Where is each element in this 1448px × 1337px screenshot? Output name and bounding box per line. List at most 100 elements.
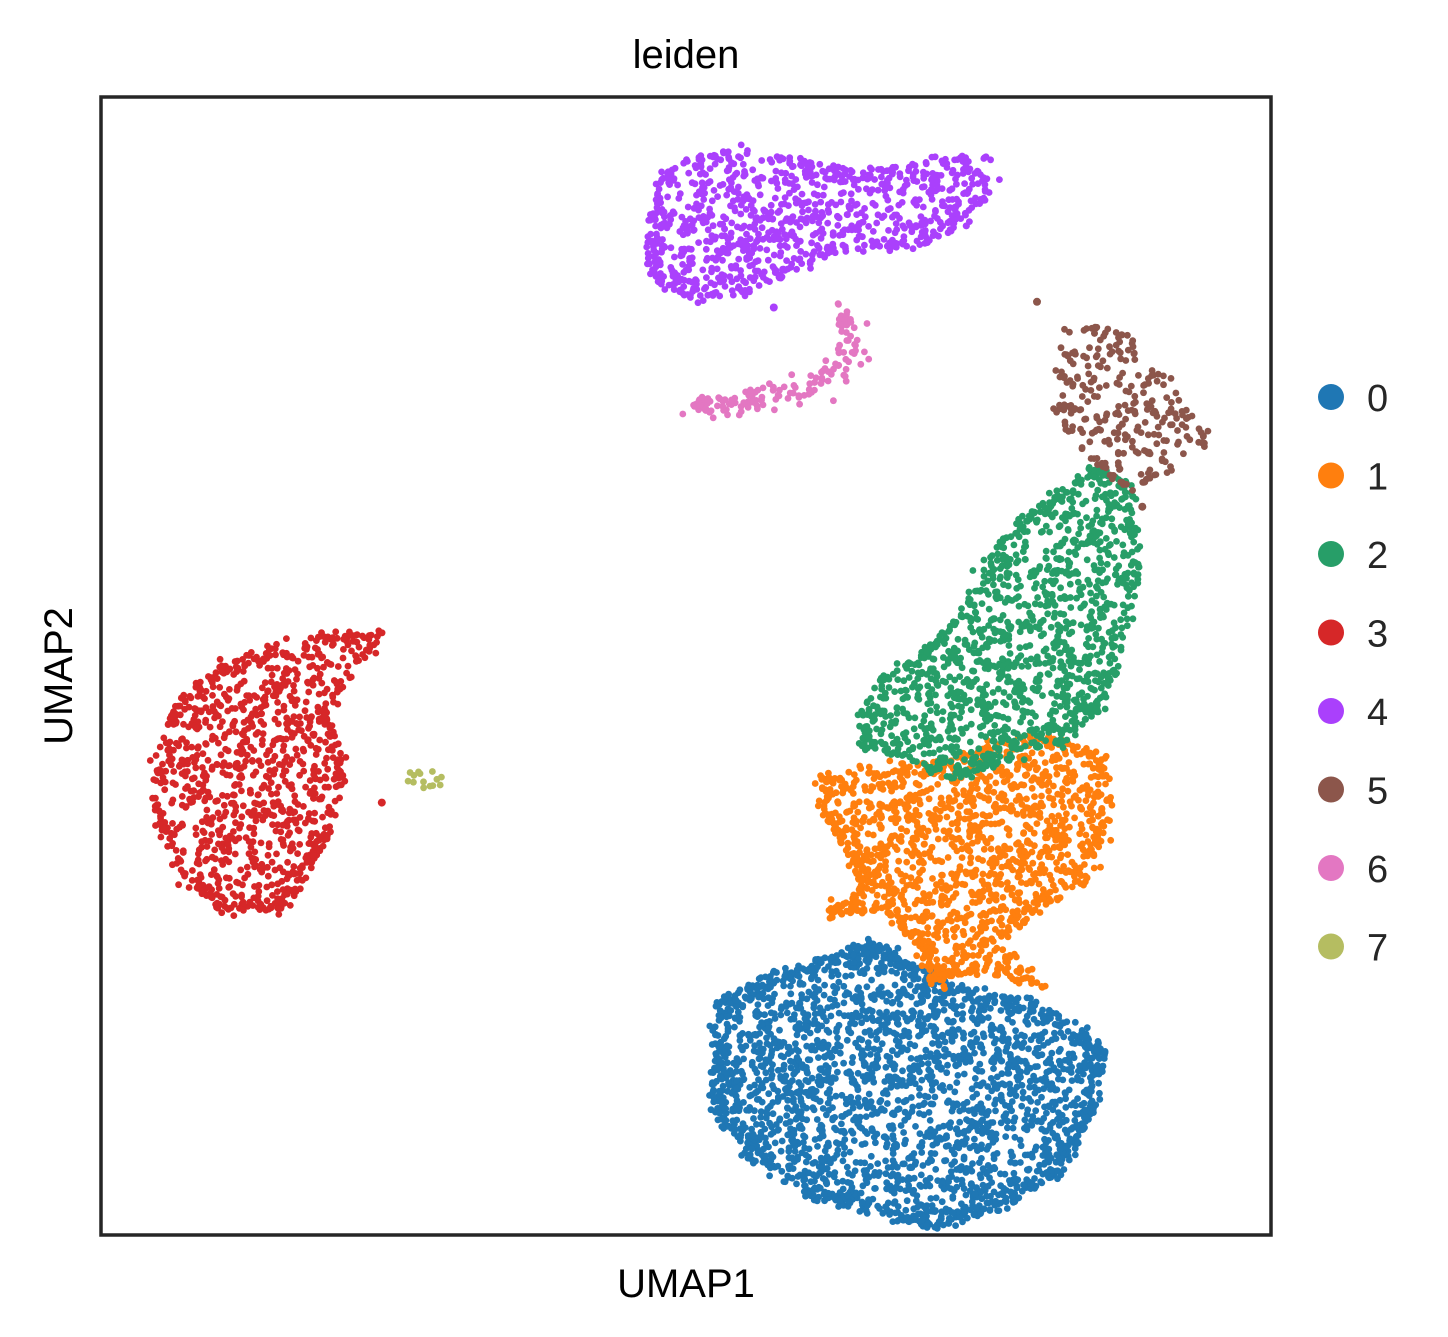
- cluster-0-point: [882, 1014, 890, 1022]
- cluster-0-point: [917, 991, 925, 999]
- cluster-2-point: [980, 556, 988, 564]
- cluster-2-point: [1100, 593, 1108, 601]
- cluster-0-point: [1035, 1032, 1042, 1040]
- cluster-0-point: [1019, 1088, 1027, 1096]
- cluster-1-point: [966, 821, 974, 829]
- cluster-1-point: [1076, 786, 1084, 794]
- cluster-1-point: [1001, 852, 1009, 859]
- cluster-0-point: [995, 1051, 1003, 1059]
- cluster-2-point: [1107, 541, 1114, 548]
- cluster-0-point: [989, 1119, 997, 1126]
- cluster-0-point: [762, 1152, 770, 1160]
- cluster-1-point: [963, 808, 971, 816]
- cluster-1-point: [1037, 849, 1045, 857]
- cluster-1-point: [916, 869, 923, 877]
- cluster-2-point: [940, 663, 948, 671]
- cluster-0-point: [852, 1113, 860, 1121]
- cluster-0-point: [951, 1088, 959, 1096]
- cluster-0-point: [750, 1115, 757, 1122]
- cluster-1-point: [1084, 852, 1091, 860]
- cluster-0-point: [777, 1011, 785, 1019]
- cluster-2-point: [982, 691, 989, 699]
- cluster-0-point: [992, 1197, 1000, 1205]
- cluster-0-point: [859, 1006, 867, 1014]
- cluster-2-point: [1101, 480, 1109, 488]
- cluster-1-point: [825, 794, 832, 802]
- cluster-1-point: [1013, 810, 1021, 818]
- cluster-1-point: [958, 880, 966, 888]
- cluster-1-point: [982, 838, 990, 845]
- cluster-0-point: [811, 1159, 819, 1166]
- cluster-0-point: [774, 1087, 782, 1095]
- cluster-1-point: [901, 928, 909, 936]
- cluster-0-point: [1048, 1166, 1055, 1174]
- cluster-0-point: [953, 1176, 961, 1183]
- cluster-0-point: [755, 1055, 763, 1063]
- cluster-1-point: [1038, 983, 1046, 990]
- cluster-0-point: [755, 1076, 762, 1084]
- cluster-1-point: [875, 781, 883, 788]
- cluster-1-point: [868, 783, 876, 790]
- cluster-1-point: [924, 827, 932, 835]
- cluster-0-point: [854, 986, 861, 993]
- cluster-2-point: [1053, 692, 1061, 700]
- cluster-1-point: [849, 790, 857, 797]
- cluster-0-point: [773, 976, 781, 984]
- cluster-1-point: [998, 929, 1006, 936]
- cluster-0-point: [814, 976, 822, 984]
- cluster-0-point: [811, 1046, 819, 1054]
- cluster-0-point: [925, 1053, 933, 1060]
- cluster-1-point: [987, 891, 995, 898]
- cluster-0-points: [706, 935, 1109, 1232]
- cluster-1-point: [979, 870, 987, 878]
- cluster-0-point: [1012, 1027, 1019, 1035]
- cluster-0-point: [858, 1051, 865, 1058]
- cluster-1-point: [1048, 853, 1056, 861]
- cluster-0-point: [901, 976, 908, 984]
- cluster-0-point: [923, 1222, 931, 1230]
- cluster-1-point: [893, 887, 900, 895]
- cluster-0-point: [987, 1024, 995, 1031]
- cluster-0-point: [1053, 1086, 1061, 1094]
- cluster-0-point: [737, 1134, 744, 1141]
- cluster-2-point: [1076, 666, 1083, 673]
- cluster-1-point: [895, 857, 903, 865]
- cluster-1-point: [1036, 896, 1043, 904]
- cluster-0-point: [1007, 1056, 1015, 1063]
- cluster-2-point: [1102, 578, 1109, 586]
- cluster-0-point: [766, 1172, 773, 1180]
- cluster-2-point: [1077, 518, 1084, 526]
- cluster-0-point: [811, 1136, 819, 1143]
- cluster-2-point: [871, 684, 878, 692]
- cluster-0-point: [861, 1096, 869, 1104]
- cluster-2-point: [947, 758, 955, 765]
- cluster-0-point: [718, 1123, 726, 1130]
- cluster-2-point: [1085, 523, 1093, 530]
- cluster-1-point: [898, 776, 906, 784]
- cluster-0-point: [1083, 1051, 1090, 1058]
- cluster-1-point: [926, 891, 933, 898]
- cluster-0-point: [873, 1130, 881, 1138]
- cluster-0-point: [752, 1012, 760, 1019]
- cluster-0-point: [926, 1117, 934, 1124]
- cluster-2-point: [926, 749, 933, 757]
- cluster-0-point: [850, 951, 857, 959]
- cluster-2-point: [1012, 551, 1020, 559]
- cluster-0-point: [955, 1060, 963, 1068]
- cluster-0-point: [854, 1086, 862, 1094]
- cluster-2-point: [987, 729, 994, 737]
- cluster-1-point: [1016, 899, 1023, 907]
- cluster-1-point: [1013, 967, 1021, 975]
- cluster-0-point: [832, 1075, 839, 1082]
- cluster-1-point: [1036, 814, 1044, 821]
- cluster-0-point: [920, 1021, 927, 1028]
- cluster-0-point: [792, 1040, 799, 1048]
- cluster-0-point: [1047, 1121, 1054, 1128]
- cluster-0-point: [829, 1116, 836, 1124]
- cluster-0-point: [778, 1003, 785, 1011]
- cluster-0-point: [862, 1207, 870, 1215]
- cluster-0-point: [916, 1130, 924, 1138]
- cluster-1-point: [1035, 880, 1043, 888]
- cluster-1-point: [985, 872, 993, 879]
- cluster-2-point: [991, 629, 999, 637]
